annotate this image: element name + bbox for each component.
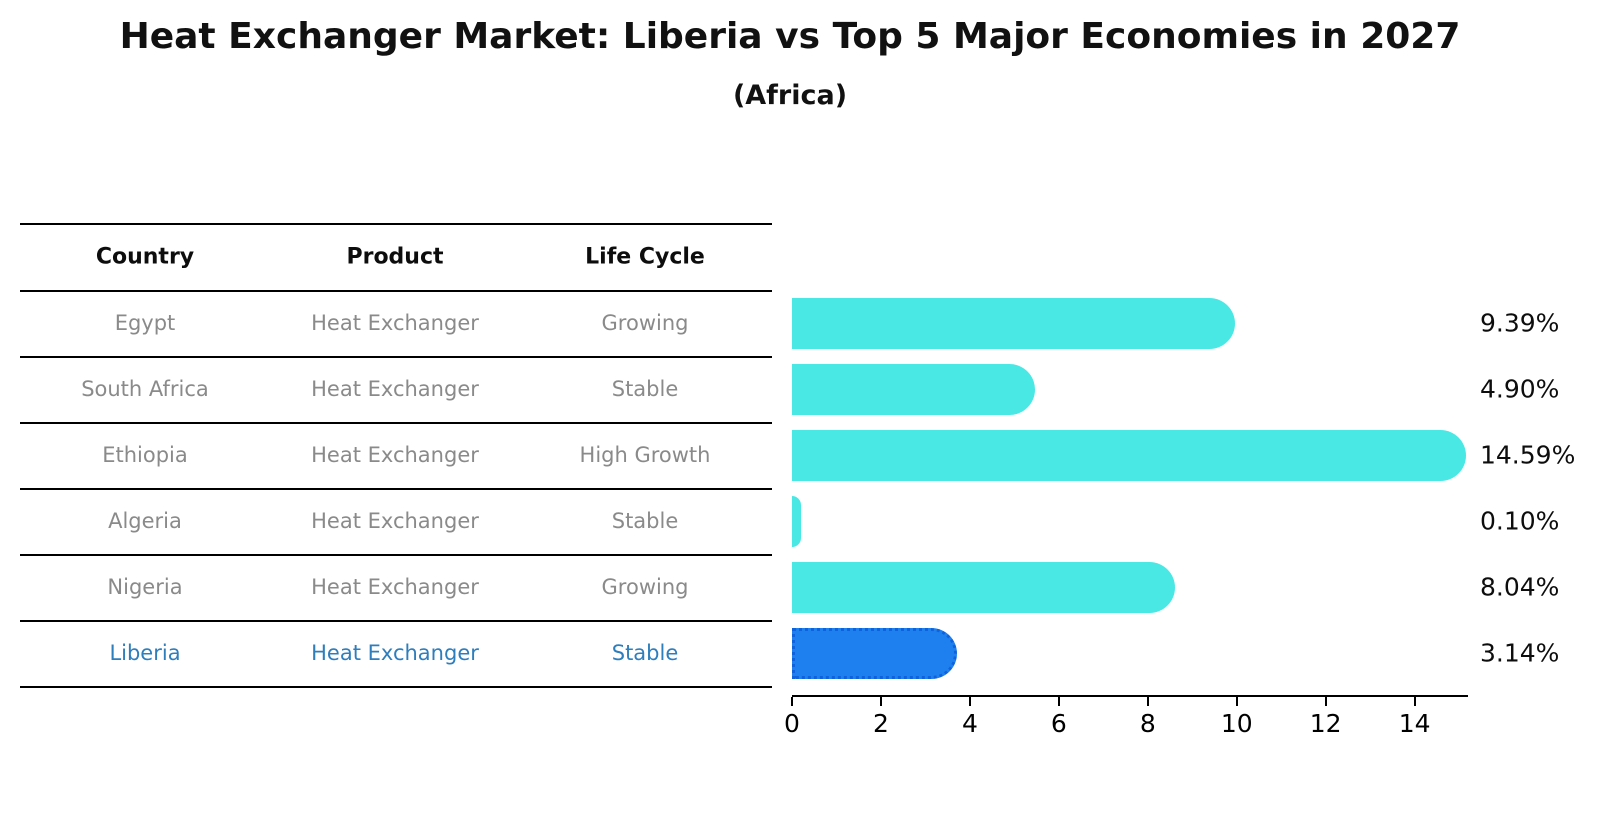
table-separator-line	[20, 290, 772, 292]
bar-algeria	[792, 495, 801, 547]
x-axis-tick	[879, 697, 882, 706]
table-separator-line	[20, 620, 772, 622]
x-axis-tick	[1235, 697, 1238, 706]
table-separator-line	[20, 686, 772, 688]
table-separator-line	[20, 356, 772, 358]
table-cell-country: Liberia	[109, 641, 181, 665]
table-cell-life-cycle: Stable	[611, 641, 679, 665]
table-cell-life-cycle: Growing	[601, 311, 689, 335]
x-axis-tick-label: 4	[961, 709, 978, 738]
x-axis-tick	[1413, 697, 1416, 706]
x-axis-tick	[1057, 697, 1060, 706]
chart-subtitle: (Africa)	[732, 80, 848, 111]
table-header-product: Product	[346, 244, 444, 269]
x-axis-line	[792, 695, 1468, 697]
table-cell-product: Heat Exchanger	[311, 509, 479, 533]
x-axis-tick	[1146, 697, 1149, 706]
x-axis-tick	[968, 697, 971, 706]
value-label: 3.14%	[1480, 638, 1560, 668]
table-cell-product: Heat Exchanger	[311, 311, 479, 335]
x-axis-tick-label: 6	[1050, 709, 1067, 738]
x-axis-tick-label: 10	[1220, 709, 1253, 738]
table-cell-country: Nigeria	[107, 575, 183, 599]
table-cell-life-cycle: Stable	[611, 509, 679, 533]
table-separator-line	[20, 223, 772, 225]
value-label: 4.90%	[1480, 374, 1560, 404]
bar-south-africa	[792, 363, 1036, 415]
table-header-country: Country	[95, 244, 195, 269]
table-cell-product: Heat Exchanger	[311, 377, 479, 401]
value-label: 14.59%	[1480, 440, 1576, 470]
x-axis-tick	[1324, 697, 1327, 706]
value-label: 0.10%	[1480, 506, 1560, 536]
table-cell-product: Heat Exchanger	[311, 641, 479, 665]
x-axis-tick-label: 12	[1309, 709, 1342, 738]
value-label: 9.39%	[1480, 308, 1560, 338]
bar-liberia	[792, 627, 958, 679]
table-cell-life-cycle: High Growth	[579, 443, 711, 467]
x-axis-tick	[791, 697, 793, 706]
table-cell-country: Ethiopia	[102, 443, 188, 467]
table-separator-line	[20, 554, 772, 556]
table-cell-life-cycle: Stable	[611, 377, 679, 401]
table-cell-product: Heat Exchanger	[311, 575, 479, 599]
table-cell-life-cycle: Growing	[601, 575, 689, 599]
bar-egypt	[792, 297, 1236, 349]
x-axis-tick-label: 14	[1398, 709, 1431, 738]
table-separator-line	[20, 488, 772, 490]
table-separator-line	[20, 422, 772, 424]
table-cell-country: Egypt	[114, 311, 176, 335]
x-axis-tick-label: 0	[784, 709, 800, 738]
x-axis-tick-label: 8	[1139, 709, 1156, 738]
table-header-life-cycle: Life Cycle	[585, 244, 705, 269]
table-cell-country: Algeria	[108, 509, 182, 533]
bar-nigeria	[792, 561, 1176, 613]
bar-ethiopia	[792, 429, 1467, 481]
value-label: 8.04%	[1480, 572, 1560, 602]
chart-title: Heat Exchanger Market: Liberia vs Top 5 …	[119, 16, 1461, 57]
table-cell-country: South Africa	[81, 377, 209, 401]
x-axis-tick-label: 2	[872, 709, 889, 738]
table-cell-product: Heat Exchanger	[311, 443, 479, 467]
